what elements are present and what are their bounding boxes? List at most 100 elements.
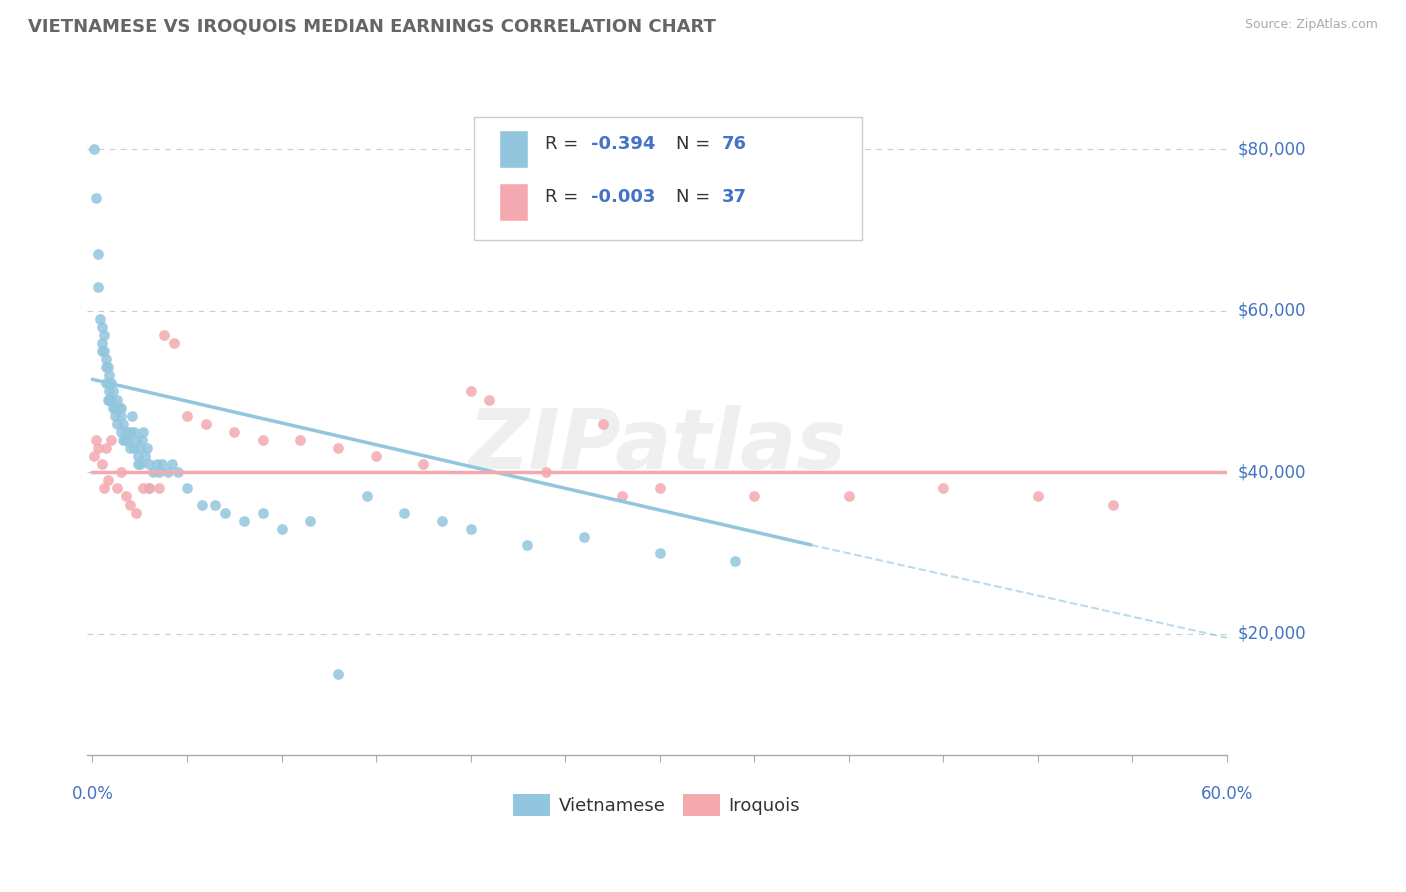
Point bbox=[111, 417, 134, 431]
Point bbox=[298, 514, 321, 528]
Point bbox=[93, 328, 115, 343]
Point bbox=[128, 441, 150, 455]
Text: 76: 76 bbox=[721, 135, 747, 153]
Point bbox=[128, 457, 150, 471]
Point bbox=[194, 417, 217, 431]
Point bbox=[110, 425, 132, 439]
Point bbox=[94, 441, 117, 455]
Point bbox=[100, 433, 122, 447]
Point bbox=[122, 425, 145, 439]
Point bbox=[153, 328, 176, 343]
Point bbox=[103, 401, 125, 415]
Point bbox=[127, 449, 149, 463]
Point bbox=[108, 401, 131, 415]
Point bbox=[100, 376, 122, 391]
Point bbox=[96, 360, 118, 375]
Point bbox=[592, 417, 614, 431]
Point bbox=[356, 490, 378, 504]
Point bbox=[328, 441, 350, 455]
Point bbox=[84, 191, 107, 205]
Point bbox=[131, 433, 153, 447]
Point bbox=[478, 392, 501, 407]
Point bbox=[93, 481, 115, 495]
Point bbox=[138, 457, 160, 471]
Point bbox=[100, 392, 122, 407]
Point bbox=[572, 530, 595, 544]
Point bbox=[96, 376, 118, 391]
Point bbox=[110, 401, 132, 415]
Point bbox=[115, 425, 138, 439]
Point bbox=[214, 506, 236, 520]
Point bbox=[103, 384, 125, 399]
Point bbox=[648, 481, 671, 495]
Point bbox=[204, 498, 226, 512]
Text: N =: N = bbox=[676, 187, 716, 205]
Point bbox=[648, 546, 671, 560]
Text: N =: N = bbox=[676, 135, 716, 153]
Point bbox=[394, 506, 416, 520]
Point bbox=[460, 522, 482, 536]
Point bbox=[328, 667, 350, 681]
Text: R =: R = bbox=[546, 187, 583, 205]
Point bbox=[83, 449, 105, 463]
Point bbox=[94, 352, 117, 367]
Point bbox=[96, 392, 118, 407]
Point bbox=[176, 409, 198, 423]
Point bbox=[84, 433, 107, 447]
Point bbox=[724, 554, 747, 568]
Point bbox=[87, 441, 110, 455]
Point bbox=[290, 433, 312, 447]
Point bbox=[163, 336, 186, 351]
Point bbox=[270, 522, 292, 536]
Point bbox=[121, 409, 143, 423]
Text: $40,000: $40,000 bbox=[1239, 463, 1306, 481]
Point bbox=[89, 311, 111, 326]
Point bbox=[114, 433, 136, 447]
Text: -0.394: -0.394 bbox=[591, 135, 655, 153]
Point bbox=[138, 481, 160, 495]
Point bbox=[160, 457, 183, 471]
Point bbox=[136, 441, 159, 455]
Point bbox=[252, 433, 274, 447]
FancyBboxPatch shape bbox=[474, 117, 862, 240]
Point bbox=[90, 344, 112, 359]
Point bbox=[98, 392, 121, 407]
Point bbox=[122, 441, 145, 455]
Point bbox=[110, 465, 132, 479]
Point bbox=[120, 441, 142, 455]
Point bbox=[105, 481, 128, 495]
Point bbox=[224, 425, 246, 439]
Point bbox=[150, 457, 173, 471]
Point bbox=[125, 506, 148, 520]
Point bbox=[166, 465, 188, 479]
Legend: Vietnamese, Iroquois: Vietnamese, Iroquois bbox=[506, 787, 807, 823]
Point bbox=[132, 425, 155, 439]
Point bbox=[132, 481, 155, 495]
Point bbox=[104, 409, 127, 423]
Point bbox=[364, 449, 387, 463]
Text: ZIPatlas: ZIPatlas bbox=[468, 406, 846, 486]
Text: $80,000: $80,000 bbox=[1239, 140, 1306, 158]
Point bbox=[87, 247, 110, 261]
Point bbox=[93, 344, 115, 359]
Text: R =: R = bbox=[546, 135, 583, 153]
Point bbox=[83, 142, 105, 156]
Point bbox=[1026, 490, 1049, 504]
Point bbox=[460, 384, 482, 399]
Point bbox=[838, 490, 860, 504]
Point bbox=[157, 465, 180, 479]
Point bbox=[115, 490, 138, 504]
Point bbox=[142, 465, 165, 479]
Point bbox=[117, 433, 139, 447]
Point bbox=[932, 481, 955, 495]
Point bbox=[148, 465, 170, 479]
Point bbox=[105, 392, 128, 407]
Point bbox=[94, 376, 117, 391]
Point bbox=[90, 336, 112, 351]
Text: VIETNAMESE VS IROQUOIS MEDIAN EARNINGS CORRELATION CHART: VIETNAMESE VS IROQUOIS MEDIAN EARNINGS C… bbox=[28, 18, 716, 36]
Point bbox=[105, 417, 128, 431]
Point bbox=[1102, 498, 1125, 512]
Point bbox=[176, 481, 198, 495]
Text: $60,000: $60,000 bbox=[1239, 301, 1306, 319]
Point bbox=[134, 449, 156, 463]
